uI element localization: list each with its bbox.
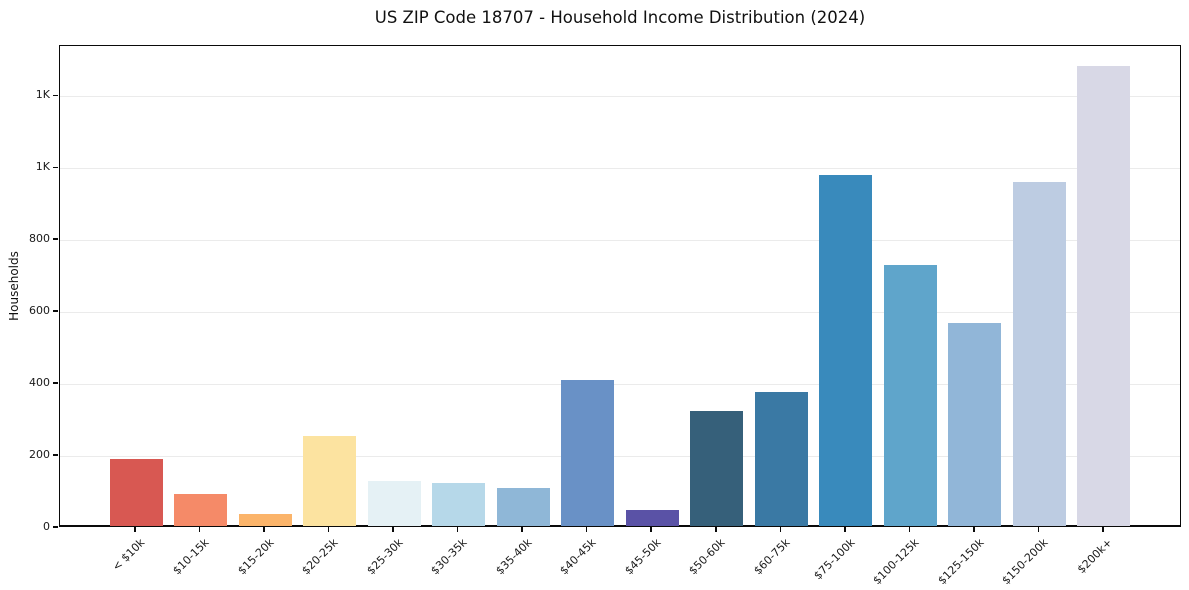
x-tick-label: $125-150k <box>934 536 987 588</box>
x-tick-mark <box>392 527 394 532</box>
plot-area <box>59 45 1181 527</box>
bar <box>819 175 873 526</box>
bar <box>432 483 486 526</box>
bar <box>883 265 937 526</box>
x-tick-label: $100-125k <box>870 536 922 588</box>
x-tick-mark <box>134 527 136 532</box>
x-tick-label: $50-60k <box>686 536 728 578</box>
bar <box>109 459 163 526</box>
bar <box>561 380 615 526</box>
x-tick-mark <box>521 527 523 532</box>
y-tick-mark <box>53 94 58 97</box>
y-tick-label: 1K <box>35 160 50 174</box>
y-tick-label: 400 <box>29 376 50 390</box>
bar <box>303 436 357 526</box>
x-tick-mark <box>715 527 717 532</box>
bar <box>496 488 550 526</box>
y-tick-label: 600 <box>29 304 50 318</box>
y-tick-label: 0 <box>43 520 50 533</box>
bar <box>1012 182 1066 526</box>
x-tick-label: $60-75k <box>751 536 793 578</box>
x-tick-mark <box>585 527 588 532</box>
x-tick-label: $150-200k <box>999 536 1051 588</box>
x-tick-mark <box>908 527 911 532</box>
x-tick-mark <box>327 527 330 532</box>
x-tick-mark <box>844 527 846 532</box>
bar <box>367 481 421 526</box>
x-tick-mark <box>973 527 975 532</box>
gridline <box>60 168 1180 170</box>
bar <box>1077 66 1131 526</box>
bar <box>625 510 679 526</box>
bar <box>690 411 744 526</box>
x-tick-label: $15-20k <box>234 536 277 578</box>
gridline <box>60 456 1180 458</box>
y-tick-mark <box>53 310 58 312</box>
gridline <box>60 384 1180 386</box>
x-tick-label: $35-40k <box>493 536 535 578</box>
x-tick-mark <box>779 527 782 532</box>
y-tick-mark <box>53 166 58 169</box>
y-tick-mark <box>53 238 58 240</box>
y-tick-mark <box>53 454 58 456</box>
y-tick-label: 200 <box>29 448 50 462</box>
bar <box>238 514 292 526</box>
bar <box>948 323 1002 526</box>
bar <box>754 392 808 526</box>
x-tick-label: $200k+ <box>1075 536 1116 577</box>
x-tick-label: $25-30k <box>364 536 406 578</box>
gridline <box>60 312 1180 314</box>
x-tick-mark <box>1102 527 1104 532</box>
x-tick-label: $45-50k <box>622 536 664 578</box>
x-tick-label: $75-100k <box>810 536 858 583</box>
x-tick-label: $10-15k <box>170 536 212 578</box>
x-tick-label: $20-25k <box>299 536 341 578</box>
gridline <box>60 96 1180 98</box>
y-tick-mark <box>53 526 58 528</box>
x-tick-label: < $10k <box>109 536 148 574</box>
x-tick-label: $30-35k <box>428 536 470 578</box>
x-tick-label: $40-45k <box>557 536 599 578</box>
bar <box>174 494 228 526</box>
y-tick-mark <box>53 382 58 384</box>
x-tick-mark <box>650 527 652 532</box>
x-tick-mark <box>1037 527 1040 532</box>
y-tick-label: 1K <box>35 88 50 102</box>
chart-title: US ZIP Code 18707 - Household Income Dis… <box>374 8 866 27</box>
x-tick-mark <box>263 527 265 532</box>
x-tick-mark <box>198 527 201 532</box>
x-tick-mark <box>456 527 459 532</box>
y-tick-label: 800 <box>29 232 50 246</box>
gridline <box>60 240 1180 242</box>
